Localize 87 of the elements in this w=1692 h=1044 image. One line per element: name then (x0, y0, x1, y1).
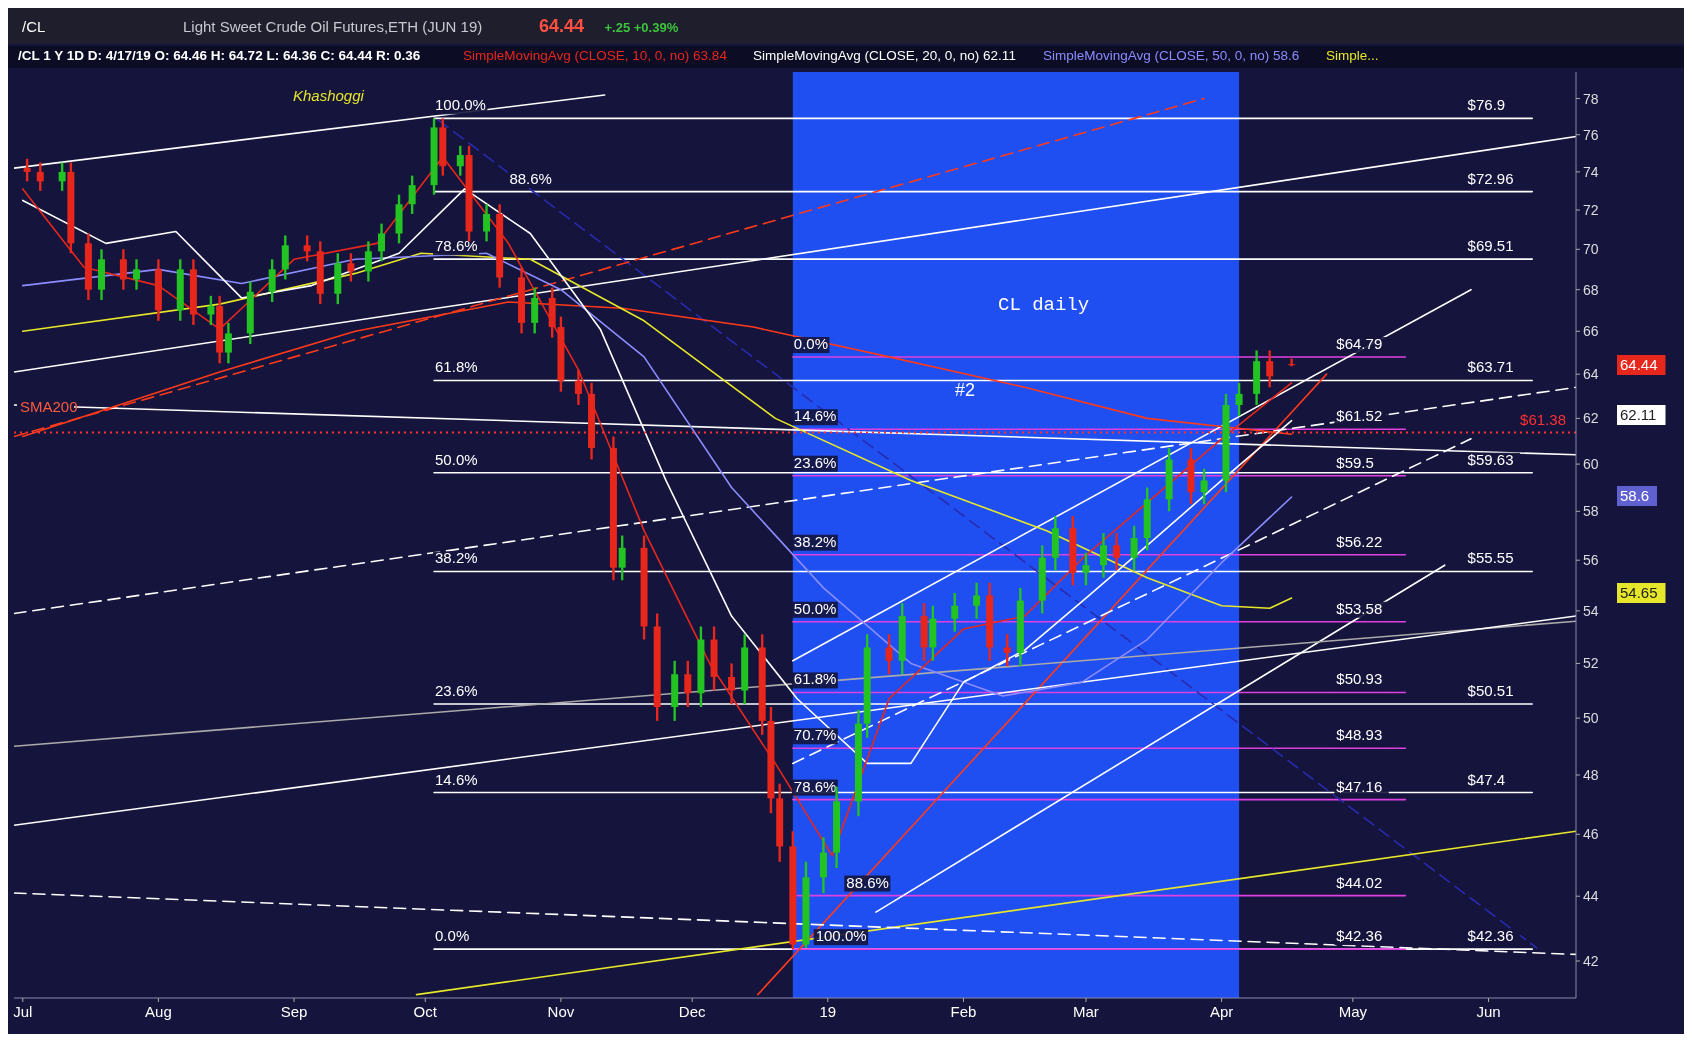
text: /CL (22, 18, 46, 35)
text: Simple... (1326, 48, 1379, 63)
x-tick-label: Sep (280, 1003, 308, 1020)
annotation: 50.0% (793, 599, 837, 617)
annotation: $53.58 (1336, 599, 1383, 617)
annotation: $50.51 (1467, 681, 1514, 699)
annotation: $42.36 (1467, 927, 1514, 945)
annotation: 38.2% (793, 532, 837, 550)
chart-title: Light Sweet Crude Oil Futures,ETH (JUN 19) (183, 18, 483, 35)
annotation: 70.7% (793, 726, 837, 744)
annotation: $59.63 (1467, 450, 1514, 468)
y-tick-label: 46 (1583, 826, 1599, 843)
text: 58.6 (1620, 487, 1650, 504)
y-tick-label: 72 (1583, 202, 1599, 219)
annotation: 88.6% (509, 169, 552, 187)
y-tick-label: 60 (1583, 456, 1599, 473)
y-tick-label: 50 (1583, 710, 1599, 727)
annotation: 38.2% (435, 549, 478, 567)
annotation: Khashoggi (293, 87, 365, 104)
y-tick-label: 68 (1583, 281, 1599, 298)
y-tick-label: 76 (1583, 126, 1599, 143)
annotation: $47.4 (1467, 770, 1506, 788)
x-tick-label: 19 (819, 1003, 837, 1020)
annotation: $47.16 (1336, 777, 1383, 795)
x-tick-label: May (1338, 1003, 1368, 1020)
y-tick-label: 54 (1583, 602, 1599, 619)
y-tick-label: 58 (1583, 503, 1599, 520)
annotation: $55.55 (1467, 549, 1514, 567)
annotation: 0.0% (435, 927, 470, 945)
annotation: 100.0% (815, 927, 867, 945)
text: 64.44 (1620, 356, 1658, 373)
x-tick-label: Mar (1073, 1003, 1099, 1020)
annotation: 88.6% (846, 873, 889, 891)
y-tick-label: 74 (1583, 163, 1599, 180)
annotation: 100.0% (435, 96, 486, 114)
text: SimpleMovingAvg (CLOSE, 10, 0, no) 63.84 (463, 48, 728, 63)
y-tick-label: 52 (1583, 655, 1599, 672)
x-tick-label: Jun (1476, 1003, 1501, 1020)
y-tick-label: 78 (1583, 90, 1599, 107)
y-tick-label: 62 (1583, 410, 1599, 427)
annotation: SMA200 (20, 398, 78, 415)
annotation: 0.0% (793, 335, 829, 353)
annotation: 61.8% (793, 670, 837, 688)
chart-subtitle: /CL 1 Y 1D D: 4/17/19 O: 64.46 H: 64.72 L: 64.36 C: 64.44 R: 0.36 (18, 48, 421, 63)
annotation: $69.51 (1467, 237, 1514, 255)
y-tick-label: 66 (1583, 323, 1599, 340)
annotation: $76.9 (1467, 96, 1506, 114)
annotation: $72.96 (1467, 169, 1514, 187)
text: +.25 +0.39% (604, 20, 679, 35)
y-tick-label: 70 (1583, 241, 1599, 258)
text: 54.65 (1620, 584, 1658, 601)
x-tick-label: Dec (678, 1003, 707, 1020)
y-tick-label: 64 (1583, 366, 1599, 383)
ref-line-label: $61.38 (1520, 411, 1566, 429)
annotation: 61.8% (435, 358, 478, 376)
annotation: 78.6% (793, 777, 837, 795)
annotation: 50.0% (435, 450, 478, 468)
annotation: $64.79 (1336, 335, 1383, 353)
x-tick-label: Oct (413, 1003, 438, 1020)
x-tick-label: Jul (13, 1003, 33, 1020)
text: SimpleMovingAvg (CLOSE, 50, 0, no) 58.6 (1043, 48, 1300, 63)
x-tick-label: Nov (547, 1003, 575, 1020)
text: SimpleMovingAvg (CLOSE, 20, 0, no) 62.11 (753, 48, 1016, 63)
y-tick-label: 56 (1583, 552, 1599, 569)
y-tick-label: 44 (1583, 888, 1599, 905)
annotation: $59.5 (1336, 453, 1374, 471)
annotation: 23.6% (793, 453, 837, 471)
annotation: #2 (955, 380, 976, 400)
annotation: $48.93 (1336, 726, 1383, 744)
y-tick-label: 48 (1583, 766, 1599, 783)
x-tick-label: Apr (1209, 1003, 1234, 1020)
annotation: $42.36 (1336, 927, 1383, 945)
x-tick-label: Aug (145, 1003, 172, 1020)
annotation: $63.71 (1467, 358, 1514, 376)
y-tick-label: 42 (1583, 953, 1599, 970)
annotation: 78.6% (435, 237, 478, 255)
text: 62.11 (1620, 406, 1657, 423)
annotation: 23.6% (435, 681, 478, 699)
annotation: $61.52 (1336, 407, 1383, 425)
text: 64.44 (539, 16, 585, 36)
annotation: CL daily (998, 294, 1090, 316)
annotation: $44.02 (1336, 873, 1383, 891)
x-tick-label: Feb (950, 1003, 977, 1020)
annotation: $50.93 (1336, 670, 1383, 688)
annotation: 14.6% (435, 770, 478, 788)
annotation: 14.6% (793, 407, 837, 425)
annotation: $56.22 (1336, 532, 1383, 550)
